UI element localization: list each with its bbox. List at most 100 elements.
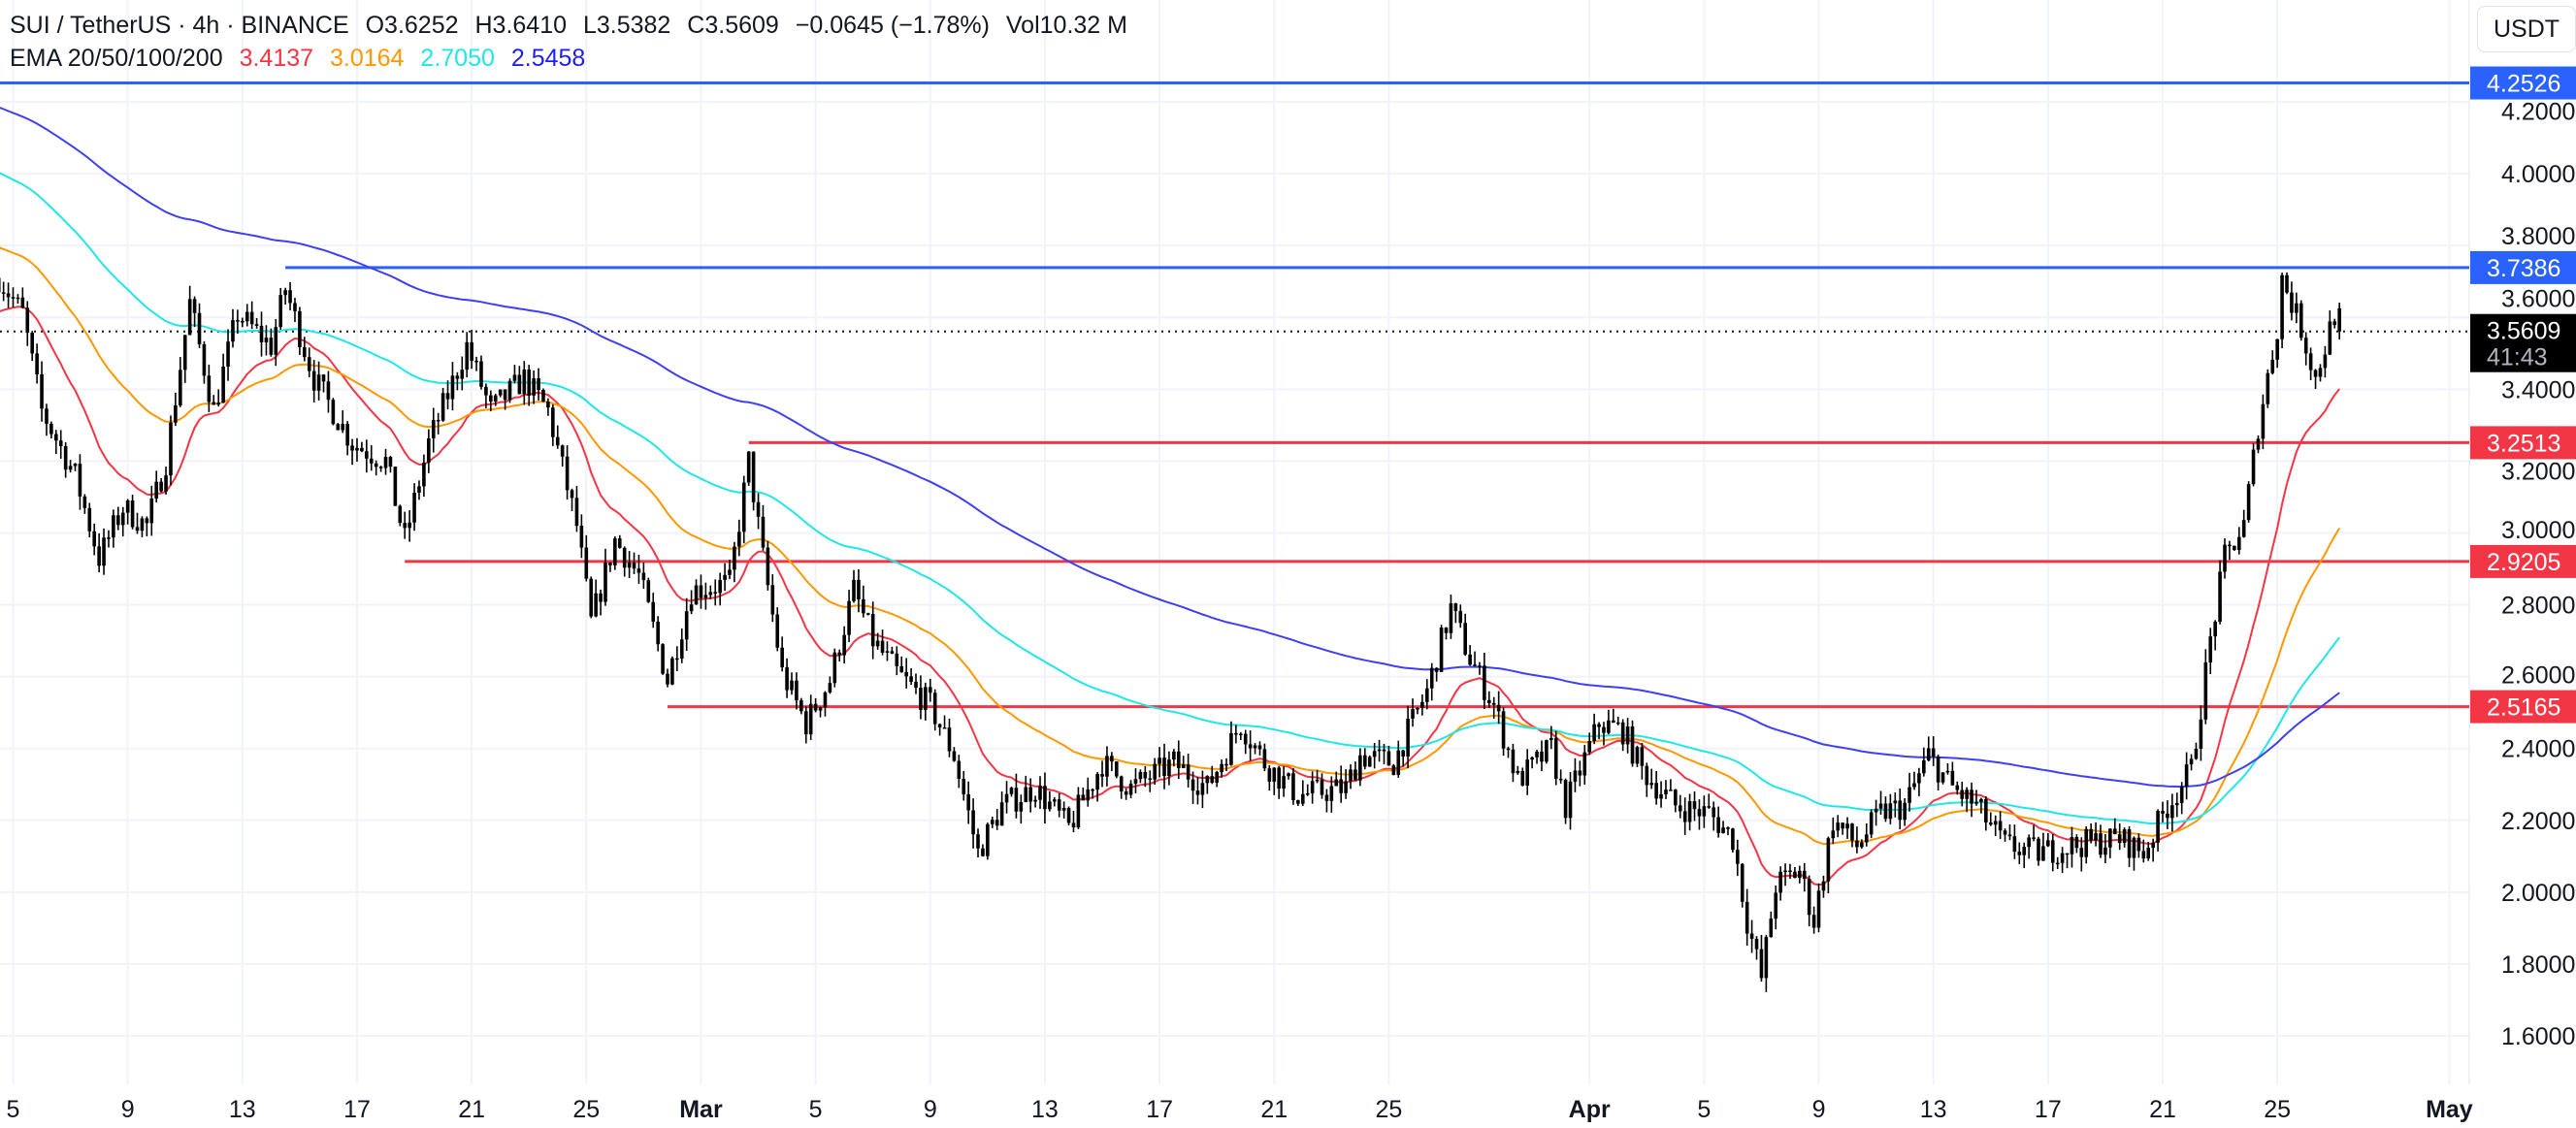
candle <box>1697 799 1702 830</box>
candle-body <box>145 518 149 524</box>
candle <box>942 715 947 729</box>
candle-body <box>1654 783 1658 799</box>
candle <box>842 626 846 664</box>
candle-body <box>2337 307 2341 332</box>
candle-body <box>2266 372 2270 404</box>
candle <box>828 676 832 694</box>
candle-body <box>1754 938 1759 950</box>
candle-body <box>1453 603 1458 611</box>
high-value: H3.6410 <box>474 12 568 39</box>
candle-body <box>852 579 856 601</box>
candle-body <box>1282 776 1286 790</box>
currency-button[interactable]: USDT <box>2477 6 2576 52</box>
time-tick-label: 13 <box>229 1096 256 1123</box>
candle-body <box>2103 847 2107 855</box>
candle <box>1425 679 1429 710</box>
candle <box>1277 765 1281 799</box>
candle-body <box>1033 799 1037 802</box>
candle <box>1291 767 1295 805</box>
candle <box>1731 827 1735 853</box>
candle-body <box>1745 901 1749 934</box>
candle-body <box>174 404 178 423</box>
candle <box>489 390 493 412</box>
candle <box>1019 794 1024 824</box>
candle-body <box>1416 708 1419 710</box>
horizontal-levels[interactable] <box>0 81 2469 709</box>
ema-label[interactable]: EMA 20/50/100/200 <box>10 45 223 72</box>
candle-body <box>666 673 669 685</box>
candle <box>1210 765 1215 785</box>
candle-body <box>1506 748 1511 751</box>
candle <box>679 628 684 663</box>
candle-body <box>1353 769 1357 781</box>
candle <box>1525 749 1529 795</box>
candle-body <box>1382 749 1386 752</box>
price-axis[interactable]: 4.2000 4.0000 3.8000 3.6000 3.4000 3.2000 3.00… <box>2501 99 2575 1051</box>
candle-body <box>2055 862 2060 865</box>
candle <box>149 485 154 536</box>
candle <box>966 781 970 824</box>
candle-body <box>311 371 316 391</box>
candle-body <box>249 311 254 325</box>
candle <box>417 480 421 500</box>
candle-body <box>966 794 970 811</box>
time-tick-label: Apr <box>1569 1096 1611 1123</box>
candle-body <box>770 585 775 615</box>
candle <box>58 430 63 459</box>
candle-body <box>785 666 789 691</box>
candle <box>1836 815 1841 838</box>
candle <box>661 643 665 675</box>
candle-body <box>2041 846 2045 861</box>
candle-body <box>937 724 942 728</box>
candle-body <box>1076 794 1081 828</box>
candle <box>1339 765 1343 803</box>
candle <box>613 536 617 570</box>
candle-body <box>847 600 851 635</box>
price-tags: 4.2526 3.7386 3.2513 2.9205 2.5165 3.560941:4… <box>2470 66 2576 724</box>
candle <box>164 467 168 496</box>
candle-body <box>895 653 899 666</box>
candle <box>932 689 937 731</box>
candle-body <box>756 501 761 517</box>
candle <box>2079 837 2084 872</box>
price-tick-label: 4.2000 <box>2501 99 2575 126</box>
candle-body <box>1850 823 1854 841</box>
candle <box>1110 752 1114 772</box>
candle-body <box>254 324 259 326</box>
candle <box>35 343 39 384</box>
open-value: O3.6252 <box>365 12 459 39</box>
candle <box>1453 602 1458 624</box>
candle <box>112 509 115 548</box>
candle <box>1205 775 1210 794</box>
candle-body <box>1463 623 1467 655</box>
candle <box>82 494 87 514</box>
time-tick-label: 5 <box>809 1096 823 1123</box>
candle-body <box>1525 759 1529 787</box>
symbol-title[interactable]: SUI / TetherUS · 4h · BINANCE <box>10 12 349 39</box>
candle <box>2270 350 2275 375</box>
candle-body <box>790 680 794 691</box>
candle-body <box>87 507 92 532</box>
candle-body <box>1296 800 1300 804</box>
candle-body <box>1305 792 1310 795</box>
time-axis[interactable]: 5 9 13 17 21 25 Mar 5 9 13 17 21 25 Apr 5 9 13 17 21 25 May <box>7 1096 2473 1123</box>
candle <box>1821 875 1826 898</box>
grid <box>0 0 2470 1084</box>
candle-body <box>2037 838 2040 861</box>
candle <box>1468 645 1472 666</box>
candle-body <box>2184 764 2189 788</box>
candle <box>995 809 999 830</box>
candle-body <box>341 424 345 431</box>
candle-body <box>6 293 11 298</box>
candle-body <box>2112 828 2117 835</box>
candle <box>1257 741 1262 756</box>
candle-body <box>986 823 990 856</box>
candle-body <box>914 681 918 689</box>
candle <box>303 337 307 362</box>
candle-body <box>388 457 393 467</box>
candle <box>1377 739 1382 762</box>
candle <box>2170 793 2174 832</box>
candle-body <box>532 378 536 396</box>
candle <box>1654 771 1658 805</box>
